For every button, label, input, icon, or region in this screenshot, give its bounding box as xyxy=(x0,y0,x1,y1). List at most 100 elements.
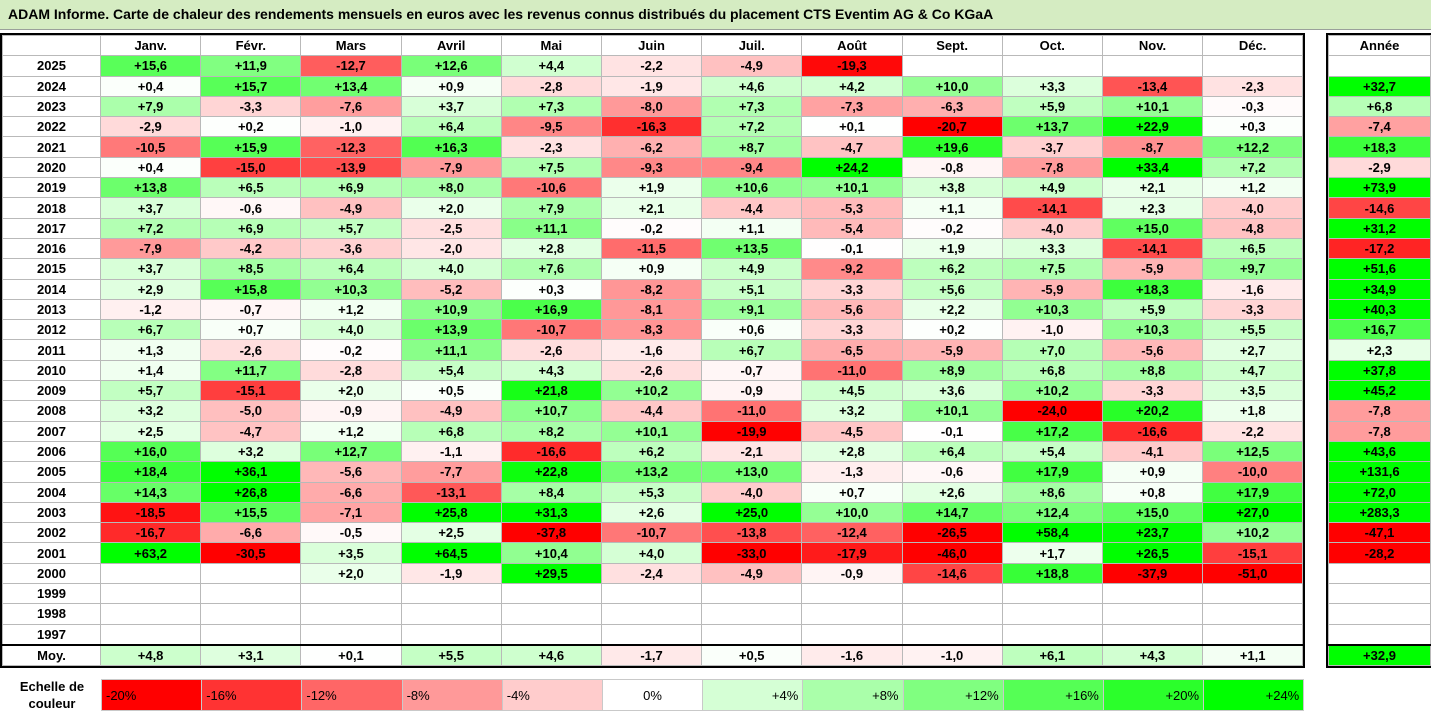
heatmap-cell: -0,2 xyxy=(901,217,1003,239)
month-header: Juin xyxy=(600,34,703,57)
heatmap-cell: -13,8 xyxy=(701,522,803,544)
heatmap-cell: -0,3 xyxy=(1202,95,1304,118)
heatmap-cell xyxy=(99,603,202,625)
heatmap-cell: +8,6 xyxy=(1001,481,1103,503)
heatmap-cell: +58,4 xyxy=(1001,522,1103,544)
heatmap-cell: -5,9 xyxy=(901,339,1003,361)
heatmap-cell: +1,8 xyxy=(1202,400,1304,422)
heatmap-cell: +3,8 xyxy=(901,177,1003,199)
year-label: 1998 xyxy=(2,603,101,625)
heatmap-cell: -33,0 xyxy=(701,542,803,564)
table-row: 2021 -10,5 +15,9 -12,3 +16,3 -2,3 -6,2 +8,7 -4,7… xyxy=(2,136,1304,158)
heatmap-cell: -4,9 xyxy=(701,55,803,77)
heatmap-cell: -3,3 xyxy=(1202,298,1304,321)
heatmap-cell: +0,2 xyxy=(200,116,302,138)
heatmap-cell: -5,6 xyxy=(1101,339,1204,361)
year-total-cell xyxy=(1328,562,1431,585)
heatmap-cell: -15,1 xyxy=(1202,542,1304,564)
heatmap-cell: +2,7 xyxy=(1202,339,1304,361)
heatmap-cell: +13,8 xyxy=(99,177,202,199)
year-label: 2017 xyxy=(2,217,101,239)
heatmap-cell xyxy=(1101,55,1204,77)
heatmap-cell: -6,5 xyxy=(801,339,903,361)
heatmap-cell xyxy=(600,623,703,646)
heatmap-cell xyxy=(901,623,1003,646)
heatmap-cell: -10,7 xyxy=(500,319,602,341)
heatmap-cell: -0,9 xyxy=(801,562,903,585)
average-label: Moy. xyxy=(2,643,101,667)
heatmap-cell: +19,6 xyxy=(901,136,1003,158)
heatmap-cell: +4,2 xyxy=(801,75,903,97)
heatmap-cell: -12,7 xyxy=(300,55,402,77)
heatmap-cell: +13,2 xyxy=(600,461,703,483)
heatmap-cell xyxy=(801,583,903,605)
year-total-cell: -14,6 xyxy=(1328,197,1431,219)
year-label: 2024 xyxy=(2,75,101,97)
color-scale-step: -12% xyxy=(301,679,403,711)
year-label: 2015 xyxy=(2,258,101,280)
heatmap-cell: +0,5 xyxy=(400,380,502,402)
year-label: 2021 xyxy=(2,136,101,158)
heatmap-cell xyxy=(200,603,302,625)
heatmap-cell: -16,6 xyxy=(500,440,602,463)
heatmap-cell: +7,2 xyxy=(99,217,202,239)
heatmap-cell: +5,4 xyxy=(400,359,502,382)
heatmap-cell: +4,5 xyxy=(801,380,903,402)
month-header: Janv. xyxy=(99,34,202,57)
heatmap-cell: +6,5 xyxy=(1202,237,1304,260)
heatmap-cell: +10,6 xyxy=(701,177,803,199)
heatmap-cell: +0,4 xyxy=(99,75,202,97)
heatmap-cell xyxy=(1001,55,1103,77)
year-label: 2022 xyxy=(2,116,101,138)
heatmap-cell: +3,2 xyxy=(200,440,302,463)
table-row: 2004 +14,3 +26,8 -6,6 -13,1 +8,4 +5,3 -4,0 +0,7 +… xyxy=(2,481,1304,503)
heatmap-cell xyxy=(400,583,502,605)
heatmap-cell: +1,2 xyxy=(300,298,402,321)
year-label: 2016 xyxy=(2,237,101,260)
heatmap-cell: -11,0 xyxy=(701,400,803,422)
heatmap-cell: +15,0 xyxy=(1101,217,1204,239)
heatmap-cell: -5,3 xyxy=(801,197,903,219)
heatmap-cell: +12,4 xyxy=(1001,501,1103,524)
heatmap-cell: +10,1 xyxy=(600,420,703,442)
heatmap-cell: -8,1 xyxy=(600,298,703,321)
heatmap-cell: -0,2 xyxy=(300,339,402,361)
heatmap-cell: +13,0 xyxy=(701,461,803,483)
year-label: 1997 xyxy=(2,623,101,646)
heatmap-cell: -0,8 xyxy=(901,156,1003,179)
heatmap-cell: -8,2 xyxy=(600,278,703,300)
year-total-cell: -7,4 xyxy=(1328,116,1431,138)
heatmap-cell: -10,5 xyxy=(99,136,202,158)
heatmap-cell: -9,5 xyxy=(500,116,602,138)
heatmap-cell: +7,9 xyxy=(500,197,602,219)
year-label: 2023 xyxy=(2,95,101,118)
color-scale: -20% -16% -12% -8% -4% 0% +4% +8% +12% +16% +20% +2… xyxy=(100,679,1305,711)
heatmap-cell: +5,9 xyxy=(1101,298,1204,321)
heatmap-cell: +64,5 xyxy=(400,542,502,564)
heatmap-cell: +13,5 xyxy=(701,237,803,260)
heatmap-cell: -51,0 xyxy=(1202,562,1304,585)
average-cell: +4,8 xyxy=(99,643,202,667)
year-label: 2006 xyxy=(2,440,101,463)
heatmap-cell: -7,7 xyxy=(400,461,502,483)
heatmap-cell xyxy=(600,583,703,605)
heatmap-cell: -1,0 xyxy=(1001,319,1103,341)
heatmap-cell xyxy=(300,603,402,625)
heatmap-cell: +4,9 xyxy=(701,258,803,280)
heatmap-cell: -11,0 xyxy=(801,359,903,382)
heatmap-cell: -4,4 xyxy=(701,197,803,219)
heatmap-cell: -5,6 xyxy=(801,298,903,321)
heatmap-cell: +7,3 xyxy=(701,95,803,118)
heatmap-cell: +1,4 xyxy=(99,359,202,382)
heatmap-cell: -4,0 xyxy=(1202,197,1304,219)
heatmap-cell: -7,8 xyxy=(1001,156,1103,179)
year-label: 2020 xyxy=(2,156,101,179)
heatmap-cell: +12,5 xyxy=(1202,440,1304,463)
heatmap-cell: +1,9 xyxy=(901,237,1003,260)
heatmap-cell: +25,8 xyxy=(400,501,502,524)
heatmap-cell: +2,0 xyxy=(400,197,502,219)
heatmap-cell: -14,1 xyxy=(1001,197,1103,219)
month-header: Mars xyxy=(300,34,402,57)
heatmap-cell: +5,4 xyxy=(1001,440,1103,463)
heatmap-cell xyxy=(901,603,1003,625)
